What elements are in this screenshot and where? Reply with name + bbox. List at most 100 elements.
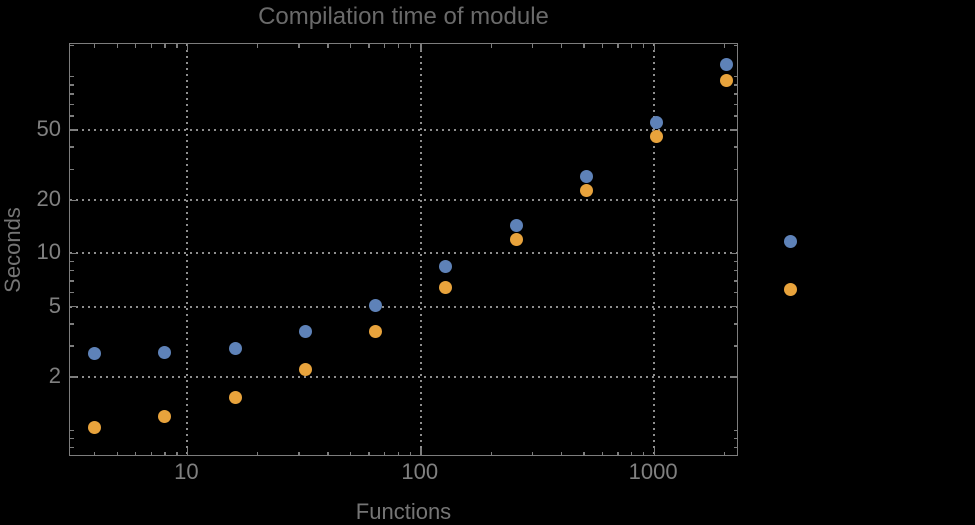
y-tick [733, 168, 737, 170]
gridline-x-10 [186, 44, 189, 455]
y-tick [70, 146, 74, 148]
data-point-orange-x64 [369, 325, 383, 339]
x-tick [368, 451, 370, 455]
x-tick [384, 44, 386, 48]
data-point-blue-x256 [509, 218, 523, 232]
x-tick [116, 44, 118, 48]
gridline-y-10 [70, 252, 737, 255]
y-tick [70, 252, 77, 255]
y-tick [70, 437, 74, 440]
data-point-blue-x4 [88, 347, 102, 361]
gridline-x-1000 [653, 44, 656, 455]
legend-marker-blue [783, 234, 797, 248]
x-tick [350, 451, 352, 455]
x-tick-label-1000: 1000 [628, 459, 678, 484]
data-point-blue-x64 [369, 298, 383, 312]
gridline-x-100 [419, 44, 422, 455]
data-point-blue-x512 [579, 169, 593, 183]
x-tick [560, 44, 563, 48]
gridline-y-50 [70, 128, 737, 131]
x-tick [653, 448, 655, 455]
x-tick [601, 44, 604, 48]
x-tick [560, 451, 563, 455]
x-tick [420, 448, 422, 455]
y-tick [733, 260, 737, 263]
chart-title: Compilation time of module [258, 3, 549, 30]
x-tick [150, 44, 153, 48]
y-tick [70, 45, 74, 47]
x-tick [94, 451, 96, 455]
y-tick [70, 306, 77, 308]
y-tick [70, 103, 74, 105]
y-tick [733, 280, 737, 282]
y-tick [70, 168, 74, 170]
data-point-orange-x8 [158, 410, 172, 424]
data-point-blue-x32 [298, 325, 312, 339]
y-tick [70, 345, 74, 347]
y-tick [70, 429, 74, 431]
x-tick [94, 44, 96, 48]
y-tick [733, 45, 737, 47]
x-tick [350, 44, 352, 48]
gridline-y-2 [70, 375, 737, 378]
x-tick [617, 451, 619, 455]
x-tick [723, 44, 726, 48]
x-tick [653, 44, 655, 51]
y-tick [70, 446, 74, 449]
y-tick [730, 376, 737, 378]
legend-marker-orange [783, 282, 797, 296]
x-tick [490, 44, 492, 48]
data-point-blue-x2048 [720, 58, 734, 72]
data-point-blue-x8 [158, 346, 172, 360]
x-tick [257, 451, 259, 455]
x-tick [409, 451, 411, 455]
y-tick [730, 306, 737, 308]
x-tick [368, 44, 370, 48]
data-point-blue-x128 [439, 260, 453, 274]
x-tick [257, 44, 259, 48]
y-tick-label-10: 10 [36, 239, 61, 265]
y-tick [733, 345, 737, 347]
x-tick [601, 451, 604, 455]
x-tick [397, 451, 399, 455]
x-tick [150, 451, 153, 455]
data-point-orange-x32 [298, 363, 312, 377]
x-tick [164, 451, 166, 455]
x-axis-label: Functions [355, 499, 452, 524]
x-tick-label-100: 100 [401, 459, 439, 484]
y-tick [70, 260, 74, 263]
x-tick [723, 451, 726, 455]
y-tick [70, 323, 74, 325]
data-point-orange-x4 [88, 421, 102, 435]
data-point-blue-x16 [228, 341, 242, 355]
x-tick [116, 451, 118, 455]
y-tick [70, 115, 74, 117]
plot-area [69, 43, 738, 456]
x-tick [642, 451, 645, 455]
x-tick [298, 44, 300, 48]
gridline-y-20 [70, 199, 737, 202]
x-tick [164, 44, 166, 48]
x-tick [327, 451, 329, 455]
x-tick [327, 44, 329, 48]
y-tick-label-2: 2 [48, 362, 61, 388]
x-tick [409, 44, 411, 48]
y-tick [70, 76, 74, 78]
x-tick [176, 44, 178, 48]
x-tick [186, 44, 189, 51]
x-tick [186, 448, 189, 455]
data-point-blue-x1024 [650, 116, 664, 130]
y-tick [733, 429, 737, 431]
data-point-orange-x2048 [720, 74, 734, 88]
y-tick [70, 292, 74, 294]
data-point-orange-x16 [228, 391, 242, 405]
x-tick [531, 44, 533, 48]
x-tick [176, 451, 178, 455]
x-tick [642, 44, 645, 48]
x-tick [531, 451, 533, 455]
y-tick [70, 84, 74, 86]
y-tick [70, 280, 74, 282]
y-tick [70, 93, 74, 95]
x-tick [583, 451, 585, 455]
